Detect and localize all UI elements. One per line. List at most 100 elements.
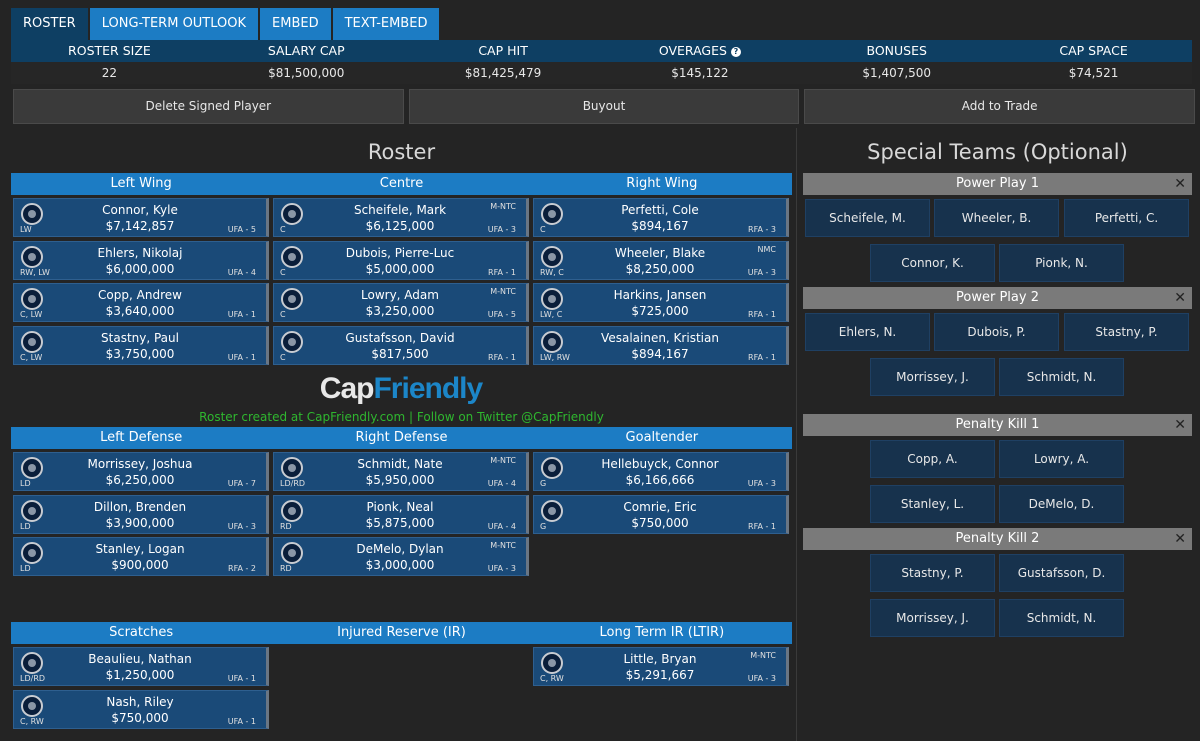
player-card[interactable]: DeMelo, Dylan $3,000,000 RD UFA - 3 M-NTC	[273, 537, 529, 576]
special-team-slot[interactable]: Wheeler, B.	[934, 199, 1059, 237]
player-card[interactable]: Schmidt, Nate $5,950,000 LD/RD UFA - 4 M-NTC	[273, 452, 529, 491]
player-name: Vesalainen, Kristian	[601, 331, 719, 345]
overages-value: $145,122	[671, 66, 729, 80]
help-icon[interactable]: ?	[730, 47, 741, 57]
player-contract-status: RFA - 1	[488, 268, 516, 277]
close-icon[interactable]: ✕	[1174, 417, 1186, 433]
player-card[interactable]: Stastny, Paul $3,750,000 C, LW UFA - 1	[13, 326, 269, 365]
cap-summary: ROSTER SIZE SALARY CAP CAP HIT OVERAGES …	[11, 40, 1192, 84]
player-salary: $5,291,667	[625, 668, 695, 682]
player-salary: $1,250,000	[105, 668, 175, 682]
player-card[interactable]: Gustafsson, David $817,500 C RFA - 1	[273, 326, 529, 365]
player-position: LW	[20, 225, 32, 234]
special-team-slot[interactable]: Lowry, A.	[999, 440, 1124, 478]
special-team-slot[interactable]: Perfetti, C.	[1064, 199, 1189, 237]
player-card[interactable]: Ehlers, Nikolaj $6,000,000 RW, LW UFA - 4	[13, 241, 269, 280]
player-contract-status: UFA - 3	[227, 522, 256, 531]
special-team-slot[interactable]: Gustafsson, D.	[999, 554, 1124, 592]
player-card[interactable]: Dubois, Pierre-Luc $5,000,000 C RFA - 1	[273, 241, 529, 280]
tab-long-term-outlook[interactable]: LONG-TERM OUTLOOK	[89, 8, 259, 40]
player-card[interactable]: Stanley, Logan $900,000 LD RFA - 2	[13, 537, 269, 576]
player-card[interactable]: Connor, Kyle $7,142,857 LW UFA - 5	[13, 198, 269, 237]
special-team-slot[interactable]: Schmidt, N.	[999, 599, 1124, 637]
special-team-slot[interactable]: Schmidt, N.	[999, 358, 1124, 396]
player-contract-status: UFA - 1	[227, 717, 256, 726]
add-to-trade-button[interactable]: Add to Trade	[804, 89, 1196, 124]
overages-label: OVERAGES ?	[601, 40, 798, 62]
injured-reserve-header: Injured Reserve (IR)	[337, 625, 466, 640]
special-team-slot[interactable]: Dubois, P.	[934, 313, 1059, 351]
team-logo-icon	[21, 203, 43, 225]
player-contract-status: UFA - 5	[227, 225, 256, 234]
player-card[interactable]: Wheeler, Blake $8,250,000 RW, C UFA - 3 NMC	[533, 241, 789, 280]
player-card[interactable]: Scheifele, Mark $6,125,000 C UFA - 3 M-NTC	[273, 198, 529, 237]
special-team-slot[interactable]: Ehlers, N.	[805, 313, 930, 351]
player-contract-status: UFA - 3	[747, 268, 776, 277]
special-team-slot[interactable]: Stastny, P.	[1064, 313, 1189, 351]
special-team-slot[interactable]: Morrissey, J.	[870, 599, 995, 637]
goaltender-header: Goaltender	[625, 430, 699, 445]
special-team-slot[interactable]: Connor, K.	[870, 244, 995, 282]
tab-embed[interactable]: EMBED	[260, 8, 331, 40]
special-team-slot[interactable]: Stanley, L.	[870, 485, 995, 523]
column-divider	[796, 128, 797, 741]
player-card[interactable]: Copp, Andrew $3,640,000 C, LW UFA - 1	[13, 283, 269, 322]
player-contract-status: UFA - 3	[487, 564, 516, 573]
player-contract-status: UFA - 1	[227, 353, 256, 362]
tab-roster[interactable]: ROSTER	[11, 8, 88, 40]
special-teams-title: Special Teams (Optional)	[867, 140, 1128, 164]
player-contract-status: RFA - 1	[748, 310, 776, 319]
player-contract-status: UFA - 4	[487, 522, 516, 531]
special-team-slot[interactable]: Pionk, N.	[999, 244, 1124, 282]
special-team-slot[interactable]: Morrissey, J.	[870, 358, 995, 396]
player-card[interactable]: Little, Bryan $5,291,667 C, RW UFA - 3 M-NTC	[533, 647, 789, 686]
player-name: Pionk, Neal	[366, 500, 434, 514]
tab-text-embed[interactable]: TEXT-EMBED	[332, 8, 440, 40]
right-defense-header: Right Defense	[355, 430, 448, 445]
team-logo-icon	[281, 542, 303, 564]
player-name: DeMelo, Dylan	[356, 542, 444, 556]
player-position: C, RW	[540, 674, 564, 683]
player-name: Beaulieu, Nathan	[88, 652, 192, 666]
capfriendly-logo: CapFriendly	[306, 370, 496, 408]
player-card[interactable]: Pionk, Neal $5,875,000 RD UFA - 4	[273, 495, 529, 534]
player-card[interactable]: Morrissey, Joshua $6,250,000 LD UFA - 7	[13, 452, 269, 491]
player-contract-status: UFA - 7	[227, 479, 256, 488]
player-position: C, LW	[20, 353, 43, 362]
player-card[interactable]: Hellebuyck, Connor $6,166,666 G UFA - 3	[533, 452, 789, 491]
player-salary: $3,900,000	[105, 516, 175, 530]
defense-headers: Left Defense Right Defense Goaltender	[11, 427, 792, 449]
special-team-title: Power Play 1	[956, 176, 1039, 191]
close-icon[interactable]: ✕	[1174, 531, 1186, 547]
close-icon[interactable]: ✕	[1174, 176, 1186, 192]
buyout-button[interactable]: Buyout	[408, 89, 800, 124]
player-card[interactable]: Perfetti, Cole $894,167 C RFA - 3	[533, 198, 789, 237]
special-team-slot[interactable]: Scheifele, M.	[805, 199, 930, 237]
player-card[interactable]: Beaulieu, Nathan $1,250,000 LD/RD UFA - 1	[13, 647, 269, 686]
player-contract-status: UFA - 3	[747, 674, 776, 683]
player-salary: $894,167	[631, 219, 689, 233]
player-name: Connor, Kyle	[102, 203, 178, 217]
player-clause: M-NTC	[750, 651, 776, 660]
left-defense-header: Left Defense	[100, 430, 183, 445]
roster-size-label: ROSTER SIZE	[68, 43, 151, 58]
left-wing-header: Left Wing	[110, 176, 172, 191]
player-clause: NMC	[757, 245, 776, 254]
player-name: Morrissey, Joshua	[87, 457, 193, 471]
player-position: LD	[20, 522, 31, 531]
player-card[interactable]: Nash, Riley $750,000 C, RW UFA - 1	[13, 690, 269, 729]
special-team-slot[interactable]: Stastny, P.	[870, 554, 995, 592]
player-name: Dillon, Brenden	[93, 500, 187, 514]
close-icon[interactable]: ✕	[1174, 290, 1186, 306]
special-team-title: Penalty Kill 1	[955, 417, 1040, 432]
player-clause: M-NTC	[490, 287, 516, 296]
player-card[interactable]: Vesalainen, Kristian $894,167 LW, RW RFA - …	[533, 326, 789, 365]
player-card[interactable]: Lowry, Adam $3,250,000 C UFA - 5 M-NTC	[273, 283, 529, 322]
special-team-slot[interactable]: DeMelo, D.	[999, 485, 1124, 523]
special-team-slot[interactable]: Copp, A.	[870, 440, 995, 478]
player-card[interactable]: Harkins, Jansen $725,000 LW, C RFA - 1	[533, 283, 789, 322]
player-position: LD	[20, 564, 31, 573]
delete-signed-player-button[interactable]: Delete Signed Player	[13, 89, 404, 124]
player-card[interactable]: Dillon, Brenden $3,900,000 LD UFA - 3	[13, 495, 269, 534]
player-card[interactable]: Comrie, Eric $750,000 G RFA - 1	[533, 495, 789, 534]
